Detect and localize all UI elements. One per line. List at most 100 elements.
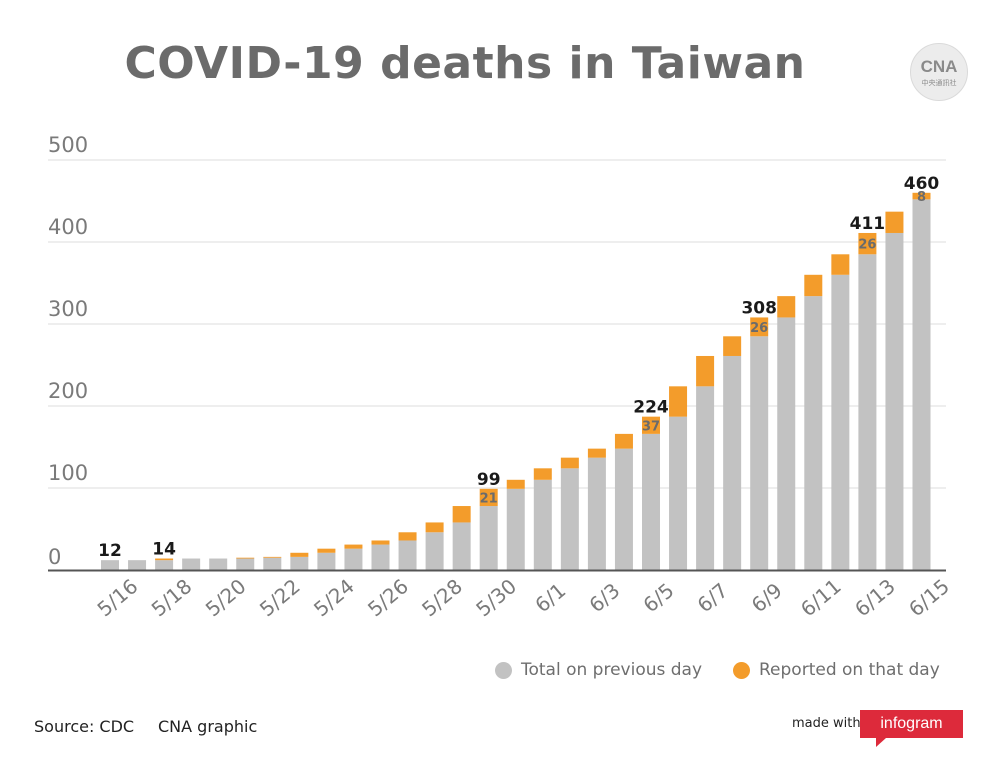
- bar-total-5/30: [479, 506, 498, 570]
- bar-reported-5/25: [344, 544, 363, 549]
- legend-label-total: Total on previous day: [521, 660, 703, 680]
- legend-item-total: Total on previous day: [495, 660, 702, 680]
- bar-reported-6/15: [912, 192, 931, 200]
- made-with-text: made with: [792, 716, 861, 731]
- bar-reported-5/30: [479, 488, 498, 507]
- bar-reported-6/13: [858, 232, 877, 255]
- bar-total-5/17: [128, 560, 147, 570]
- value-label-total: 460: [904, 174, 940, 194]
- x-tick-label: 6/15: [904, 574, 954, 621]
- bar-total-5/25: [344, 548, 363, 570]
- value-label-total: 224: [633, 398, 669, 418]
- bar-total-5/29: [452, 522, 471, 570]
- bar-total-5/20: [209, 558, 228, 570]
- bar-total-5/21: [236, 558, 255, 570]
- x-tick-label: 5/24: [309, 574, 359, 621]
- bar-total-6/10: [777, 317, 796, 570]
- x-tick-label: 6/9: [747, 578, 787, 617]
- value-label-reported: 26: [750, 321, 768, 336]
- bar-reported-6/1: [533, 468, 552, 480]
- bar-total-5/28: [425, 532, 444, 570]
- y-axis-ticks: 0 100 200 300 400 500: [48, 133, 88, 569]
- bar-total-6/15: [912, 199, 931, 571]
- bar-reported-6/8: [723, 336, 742, 356]
- bar-total-5/18: [155, 560, 174, 570]
- infogram-badge[interactable]: infogram: [860, 710, 963, 738]
- legend-swatch-reported: [733, 661, 750, 679]
- bar-reported-6/6: [669, 386, 688, 417]
- bar-total-5/27: [398, 540, 417, 570]
- y-tick-label: 500: [48, 133, 88, 157]
- bar-total-6/13: [858, 254, 877, 571]
- legend-label-reported: Reported on that day: [759, 660, 940, 680]
- bar-total-6/1: [533, 479, 552, 570]
- bar-total-5/31: [506, 488, 525, 570]
- value-label-total: 411: [850, 214, 886, 234]
- x-axis-ticks: 5/16 5/18 5/20 5/22 5/24 5/26 5/28 5/30 6/1 6/3 6/…: [93, 574, 954, 621]
- bar-total-6/8: [723, 355, 742, 570]
- bar-reported-5/21: [236, 557, 255, 559]
- bar-total-5/22: [263, 557, 282, 570]
- credit-note: CNA graphic: [158, 717, 258, 736]
- cna-logo-subtitle: 中央通訊社: [921, 79, 957, 87]
- bar-reported-5/31: [506, 479, 525, 489]
- value-label-reported: 8: [917, 190, 926, 205]
- x-tick-label: 6/1: [530, 578, 570, 617]
- value-label-reported: 26: [858, 238, 876, 253]
- legend-item-reported: Reported on that day: [733, 660, 940, 680]
- chart-title: COVID-19 deaths in Taiwan: [124, 38, 806, 89]
- x-tick-label: 6/11: [796, 574, 846, 621]
- x-tick-label: 6/3: [584, 578, 624, 617]
- x-tick-label: 6/13: [850, 574, 900, 621]
- bar-reported-6/4: [614, 433, 633, 449]
- gridlines: [48, 159, 946, 489]
- source-note: Source: CDC: [34, 717, 135, 736]
- cna-logo-mark: CNA: [920, 57, 958, 76]
- x-tick-label: 5/26: [363, 574, 413, 621]
- bar-total-6/14: [885, 232, 904, 571]
- bar-total-5/19: [182, 558, 201, 570]
- bar-reported-5/29: [452, 506, 471, 523]
- bar-reported-6/14: [885, 211, 904, 233]
- y-tick-label: 0: [48, 545, 61, 569]
- bar-reported-6/2: [560, 457, 579, 469]
- bar-total-5/16: [101, 560, 119, 570]
- bar-total-6/9: [750, 336, 769, 570]
- bar-total-5/24: [317, 552, 336, 570]
- y-tick-label: 300: [48, 297, 88, 321]
- bar-reported-5/18: [155, 558, 174, 561]
- bar-reported-6/11: [804, 274, 823, 297]
- value-label-total: 14: [152, 540, 176, 560]
- infogram-badge-tail: [876, 738, 886, 747]
- bar-total-6/4: [614, 448, 633, 570]
- bar-total-6/5: [642, 433, 660, 570]
- bar-reported-6/7: [696, 355, 715, 387]
- bar-total-6/7: [696, 386, 715, 570]
- bar-reported-6/3: [587, 448, 606, 458]
- value-label-total: 99: [477, 470, 501, 490]
- cna-logo: CNA 中央通訊社: [910, 43, 968, 101]
- y-tick-label: 400: [48, 215, 88, 239]
- bar-reported-5/26: [371, 540, 390, 545]
- x-tick-label: 6/7: [693, 578, 733, 617]
- bar-total-5/23: [290, 556, 309, 570]
- x-tick-label: 5/30: [471, 574, 521, 621]
- bar-reported-5/27: [398, 532, 417, 541]
- value-label-total: 308: [741, 298, 777, 318]
- x-tick-label: 5/18: [147, 574, 197, 621]
- value-label-reported: 21: [480, 491, 498, 506]
- bar-reported-5/22: [263, 556, 282, 558]
- bar-reported-5/28: [425, 522, 444, 533]
- x-tick-label: 5/28: [417, 574, 467, 621]
- bar-reported-6/12: [831, 254, 850, 275]
- x-tick-label: 6/5: [638, 578, 678, 617]
- bar-reported-5/24: [317, 548, 336, 553]
- x-tick-label: 5/20: [201, 574, 251, 621]
- bar-reported-6/5: [642, 416, 660, 434]
- bar-total-5/26: [371, 544, 390, 570]
- value-label-total: 12: [98, 541, 122, 561]
- bar-reported-6/10: [777, 296, 796, 318]
- bar-total-6/3: [587, 457, 606, 570]
